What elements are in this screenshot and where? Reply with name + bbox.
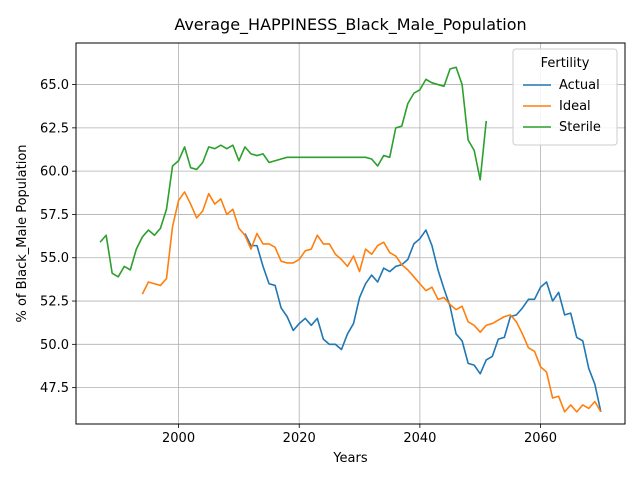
y-tick-label: 65.0 xyxy=(40,78,69,93)
legend-title: Fertility xyxy=(541,56,590,71)
legend-box xyxy=(512,48,618,146)
y-axis-label: % of Black_Male Population xyxy=(15,144,30,322)
chart-title: Average_HAPPINESS_Black_Male_Population xyxy=(174,15,526,35)
y-tick-label: 60.0 xyxy=(40,165,69,180)
y-tick-label: 50.0 xyxy=(40,338,69,353)
x-tick-label: 2000 xyxy=(162,431,195,446)
legend-label-actual: Actual xyxy=(559,78,600,93)
legend-label-sterile: Sterile xyxy=(559,120,601,135)
x-tick-label: 2020 xyxy=(283,431,316,446)
x-tick-label: 2060 xyxy=(524,431,557,446)
series-line-actual xyxy=(244,229,602,413)
y-tick-label: 62.5 xyxy=(40,121,69,136)
y-tick-label: 57.5 xyxy=(40,208,69,223)
series-line-sterile xyxy=(99,66,488,278)
x-tick-label: 2040 xyxy=(403,431,436,446)
series-layer xyxy=(99,66,602,413)
plot-frame xyxy=(75,42,626,425)
y-tick-label: 55.0 xyxy=(40,251,69,266)
legend-label-ideal: Ideal xyxy=(559,99,591,114)
y-tick-label: 47.5 xyxy=(40,381,69,396)
legend: Fertility Actual Ideal Sterile xyxy=(512,48,618,146)
x-axis-label: Years xyxy=(332,451,368,466)
y-tick-label: 52.5 xyxy=(40,295,69,310)
series-line-ideal xyxy=(141,191,602,413)
axis-ticks: 2000 2020 2040 2060 47.5 50.0 52.5 55.0 57.5 60.0… xyxy=(40,78,557,446)
